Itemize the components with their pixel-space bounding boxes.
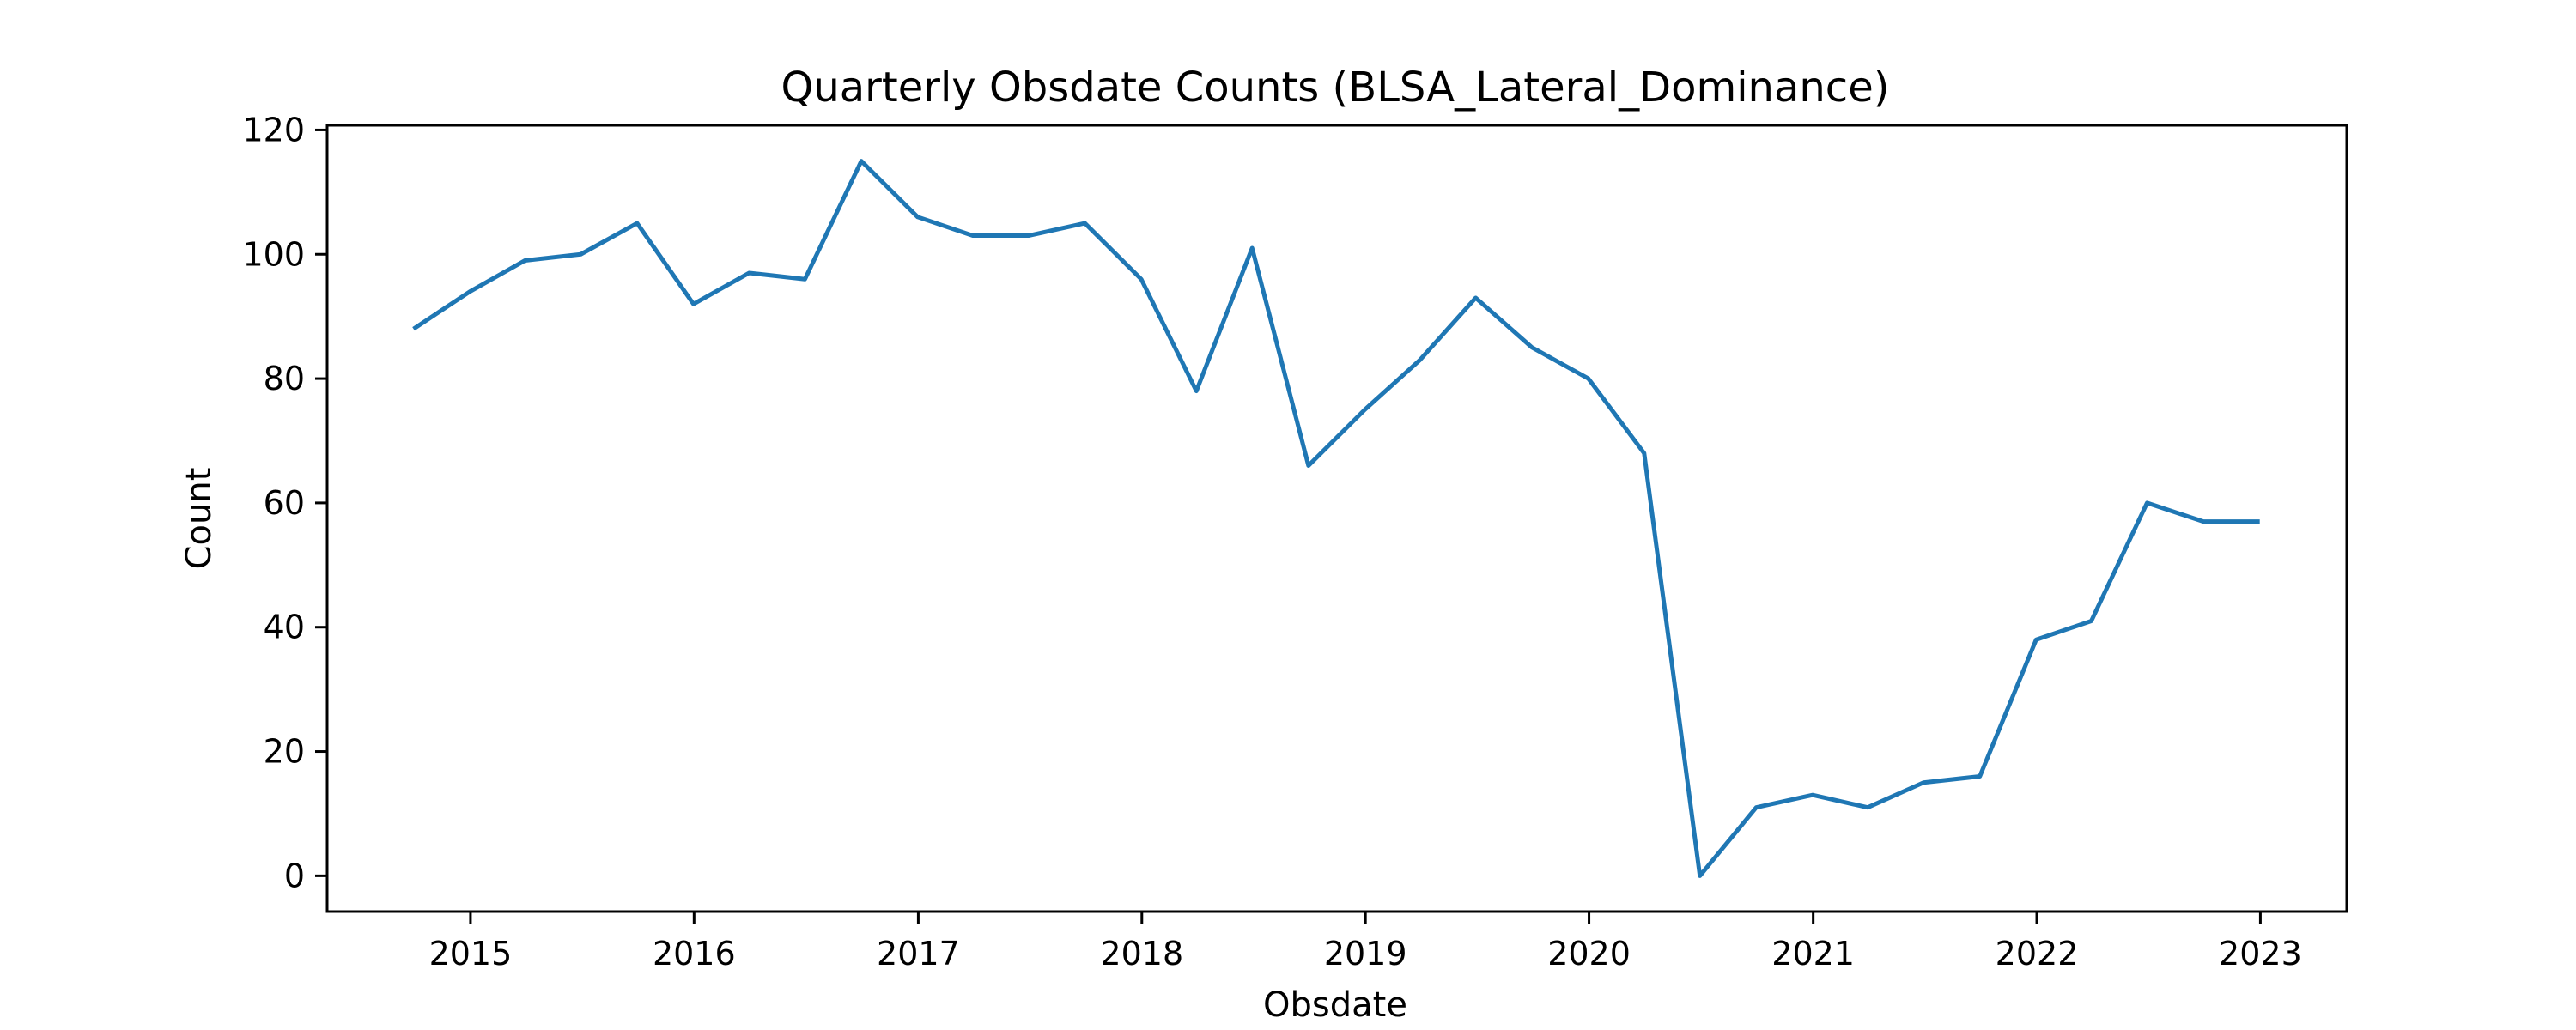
y-tick-label: 40 xyxy=(264,609,305,646)
plot-area xyxy=(412,159,2260,878)
x-tick-label: 2017 xyxy=(877,935,960,972)
y-tick-label: 80 xyxy=(264,360,305,397)
plot-frame xyxy=(325,124,2348,913)
y-axis: 0 20 40 60 80 100 120 xyxy=(242,111,327,894)
y-axis-label: Count xyxy=(179,468,219,570)
y-tick-label: 20 xyxy=(264,733,305,771)
x-axis: 2015 2016 2017 2018 2019 2020 2021 2022 2023 xyxy=(429,912,2302,972)
chart-title: Quarterly Obsdate Counts (BLSA_Lateral_D… xyxy=(781,64,1890,112)
y-tick-label: 0 xyxy=(284,857,305,894)
x-tick-label: 2023 xyxy=(2219,935,2302,972)
x-tick-label: 2016 xyxy=(653,935,736,972)
x-tick-label: 2021 xyxy=(1771,935,1855,972)
series-line xyxy=(412,159,2260,878)
x-tick-label: 2018 xyxy=(1100,935,1183,972)
x-tick-label: 2020 xyxy=(1547,935,1631,972)
y-tick-label: 120 xyxy=(242,111,305,148)
y-tick-label: 100 xyxy=(242,235,305,273)
x-tick-label: 2019 xyxy=(1324,935,1407,972)
x-axis-label: Obsdate xyxy=(1263,985,1407,1025)
y-tick-label: 60 xyxy=(264,484,305,522)
x-tick-label: 2015 xyxy=(429,935,513,972)
x-tick-label: 2022 xyxy=(1996,935,2079,972)
